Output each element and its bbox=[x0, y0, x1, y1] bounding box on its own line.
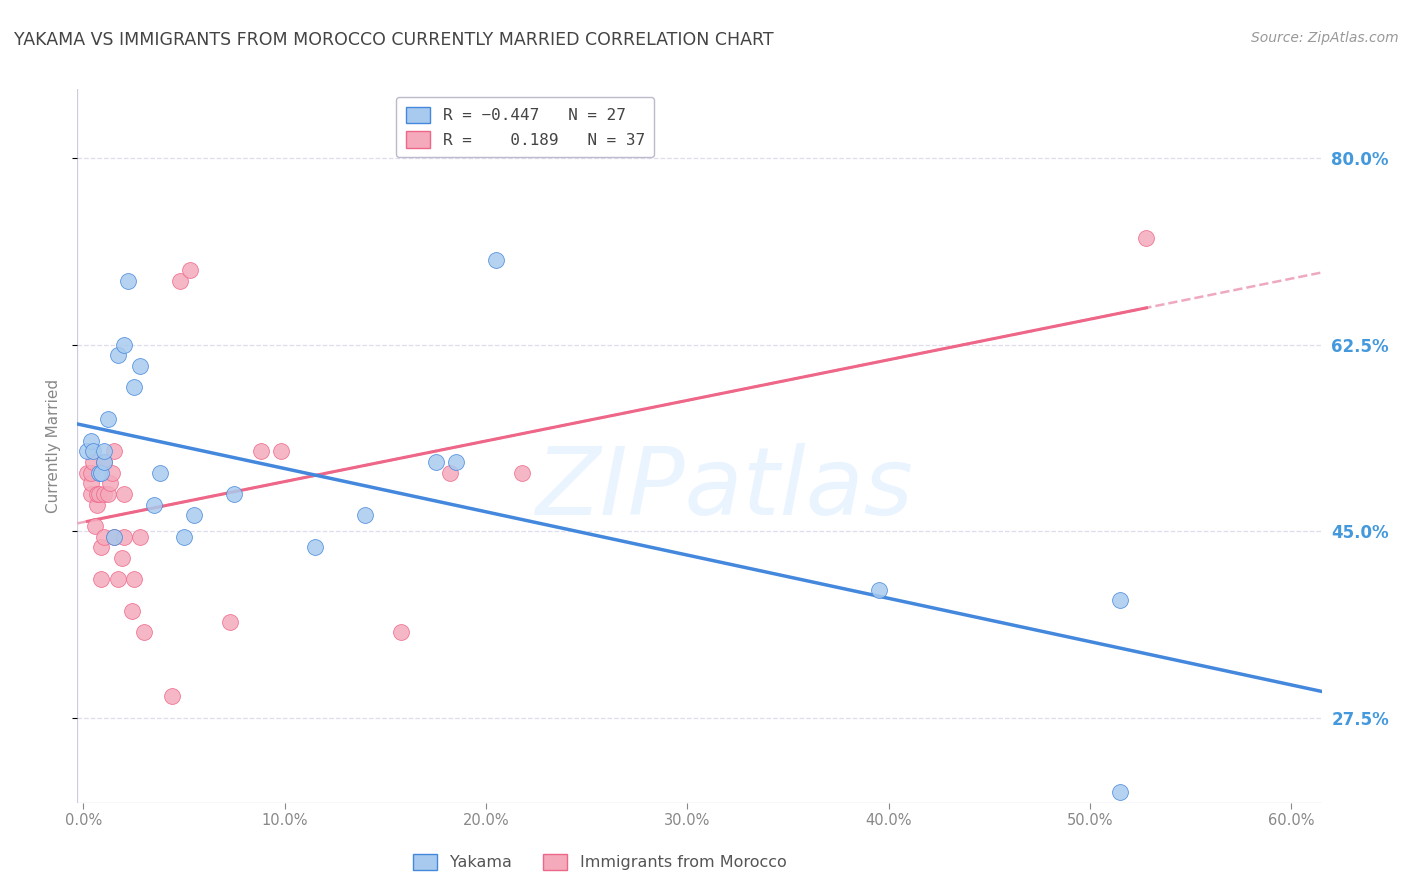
Point bbox=[89, 487, 111, 501]
Point bbox=[80, 476, 103, 491]
Point bbox=[304, 540, 326, 554]
Point bbox=[82, 444, 104, 458]
Point bbox=[485, 252, 508, 267]
Point bbox=[1109, 593, 1132, 607]
Point bbox=[96, 487, 118, 501]
Point bbox=[122, 572, 145, 586]
Point bbox=[86, 487, 108, 501]
Point bbox=[98, 476, 121, 491]
Point bbox=[439, 466, 461, 480]
Point bbox=[80, 434, 103, 448]
Y-axis label: Currently Married: Currently Married bbox=[45, 379, 60, 513]
Point bbox=[90, 572, 112, 586]
Point bbox=[270, 444, 292, 458]
Point bbox=[868, 582, 890, 597]
Point bbox=[86, 498, 108, 512]
Legend: Yakama, Immigrants from Morocco: Yakama, Immigrants from Morocco bbox=[406, 847, 793, 877]
Point bbox=[93, 455, 115, 469]
Point bbox=[179, 263, 201, 277]
Point bbox=[90, 540, 112, 554]
Point bbox=[89, 466, 111, 480]
Point bbox=[149, 466, 172, 480]
Point bbox=[121, 604, 143, 618]
Point bbox=[142, 498, 165, 512]
Point bbox=[444, 455, 467, 469]
Point bbox=[107, 349, 129, 363]
Point bbox=[93, 487, 115, 501]
Point bbox=[160, 690, 183, 704]
Point bbox=[132, 625, 155, 640]
Point bbox=[183, 508, 205, 523]
Text: Source: ZipAtlas.com: Source: ZipAtlas.com bbox=[1251, 31, 1399, 45]
Point bbox=[96, 412, 118, 426]
Point bbox=[122, 380, 145, 394]
Text: YAKAMA VS IMMIGRANTS FROM MOROCCO CURRENTLY MARRIED CORRELATION CHART: YAKAMA VS IMMIGRANTS FROM MOROCCO CURREN… bbox=[14, 31, 773, 49]
Text: ZIPatlas: ZIPatlas bbox=[536, 443, 914, 534]
Point bbox=[128, 359, 150, 373]
Point bbox=[117, 274, 139, 288]
Point bbox=[112, 529, 135, 543]
Point bbox=[93, 529, 115, 543]
Point bbox=[425, 455, 447, 469]
Point bbox=[169, 274, 191, 288]
Point bbox=[128, 529, 150, 543]
Point bbox=[103, 444, 125, 458]
Point bbox=[93, 455, 115, 469]
Point bbox=[76, 466, 98, 480]
Point bbox=[1135, 231, 1157, 245]
Point bbox=[111, 550, 134, 565]
Point bbox=[391, 625, 413, 640]
Point bbox=[510, 466, 533, 480]
Point bbox=[90, 466, 112, 480]
Point bbox=[100, 466, 122, 480]
Point bbox=[93, 444, 115, 458]
Point bbox=[82, 455, 104, 469]
Point bbox=[80, 466, 103, 480]
Point bbox=[76, 444, 98, 458]
Point bbox=[80, 487, 103, 501]
Point bbox=[1109, 785, 1132, 799]
Point bbox=[354, 508, 377, 523]
Point bbox=[107, 572, 129, 586]
Point bbox=[224, 487, 246, 501]
Point bbox=[219, 615, 242, 629]
Point bbox=[249, 444, 271, 458]
Point bbox=[112, 338, 135, 352]
Point bbox=[173, 529, 195, 543]
Point bbox=[103, 529, 125, 543]
Point bbox=[112, 487, 135, 501]
Point bbox=[103, 529, 125, 543]
Point bbox=[84, 519, 107, 533]
